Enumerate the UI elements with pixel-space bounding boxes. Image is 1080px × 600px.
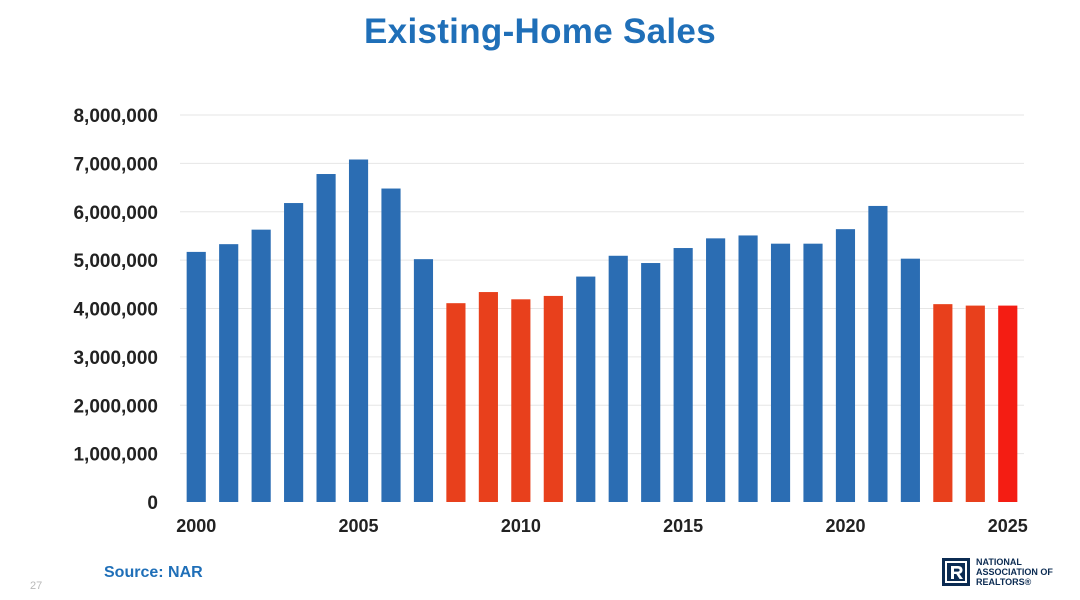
bar-2008 — [446, 303, 466, 502]
bar-2024 — [965, 305, 985, 502]
bar-2012 — [576, 276, 596, 502]
y-tick-label: 0 — [147, 493, 158, 514]
bar-2015 — [673, 248, 693, 502]
realtor-r-icon — [942, 558, 970, 586]
bar-2021 — [868, 205, 888, 502]
bar-2001 — [219, 244, 239, 502]
bar-2022 — [900, 258, 920, 502]
bar-2011 — [543, 295, 563, 502]
logo-line: REALTORS® — [976, 577, 1032, 587]
y-tick-label: 4,000,000 — [73, 300, 158, 321]
bar-2006 — [381, 188, 401, 502]
bar-2019 — [803, 243, 823, 503]
bar-2010 — [511, 299, 531, 502]
bar-2007 — [413, 259, 434, 502]
bar-2020 — [835, 229, 856, 503]
logo-wordmark: NATIONAL ASSOCIATION OF REALTORS® — [976, 557, 1053, 587]
x-tick-label: 2005 — [339, 516, 379, 536]
y-tick-label: 6,000,000 — [73, 203, 158, 224]
bar-2016 — [706, 238, 726, 502]
y-tick-label: 8,000,000 — [73, 106, 158, 127]
bar-2009 — [478, 292, 498, 502]
x-tick-label: 2020 — [825, 516, 865, 536]
bar-2023 — [933, 304, 953, 502]
page-number: 27 — [30, 580, 43, 592]
y-tick-label: 7,000,000 — [73, 154, 158, 175]
bar-2025 — [998, 305, 1018, 502]
bar-2004 — [316, 174, 336, 502]
x-tick-label: 2010 — [501, 516, 541, 536]
y-tick-label: 2,000,000 — [73, 396, 158, 417]
logo-line: NATIONAL — [976, 557, 1022, 567]
bar-2005 — [348, 159, 369, 502]
page-title: Existing-Home Sales — [364, 12, 716, 51]
x-tick-label: 2000 — [176, 516, 216, 536]
bar-2018 — [770, 243, 791, 503]
y-tick-label: 5,000,000 — [73, 251, 158, 272]
source-note: Source: NAR — [104, 564, 203, 581]
x-tick-label: 2015 — [663, 516, 703, 536]
bar-2017 — [738, 235, 758, 503]
bar-2002 — [251, 229, 271, 502]
bar-2003 — [284, 203, 304, 503]
bar-2014 — [641, 263, 661, 502]
bar-2013 — [608, 255, 628, 502]
y-tick-label: 1,000,000 — [73, 445, 158, 466]
nar-logo: NATIONAL ASSOCIATION OF REALTORS® — [942, 556, 1066, 590]
logo-line: ASSOCIATION OF — [976, 567, 1053, 577]
x-tick-label: 2025 — [988, 516, 1028, 536]
y-tick-label: 3,000,000 — [73, 348, 158, 369]
bar-2000 — [186, 251, 206, 502]
